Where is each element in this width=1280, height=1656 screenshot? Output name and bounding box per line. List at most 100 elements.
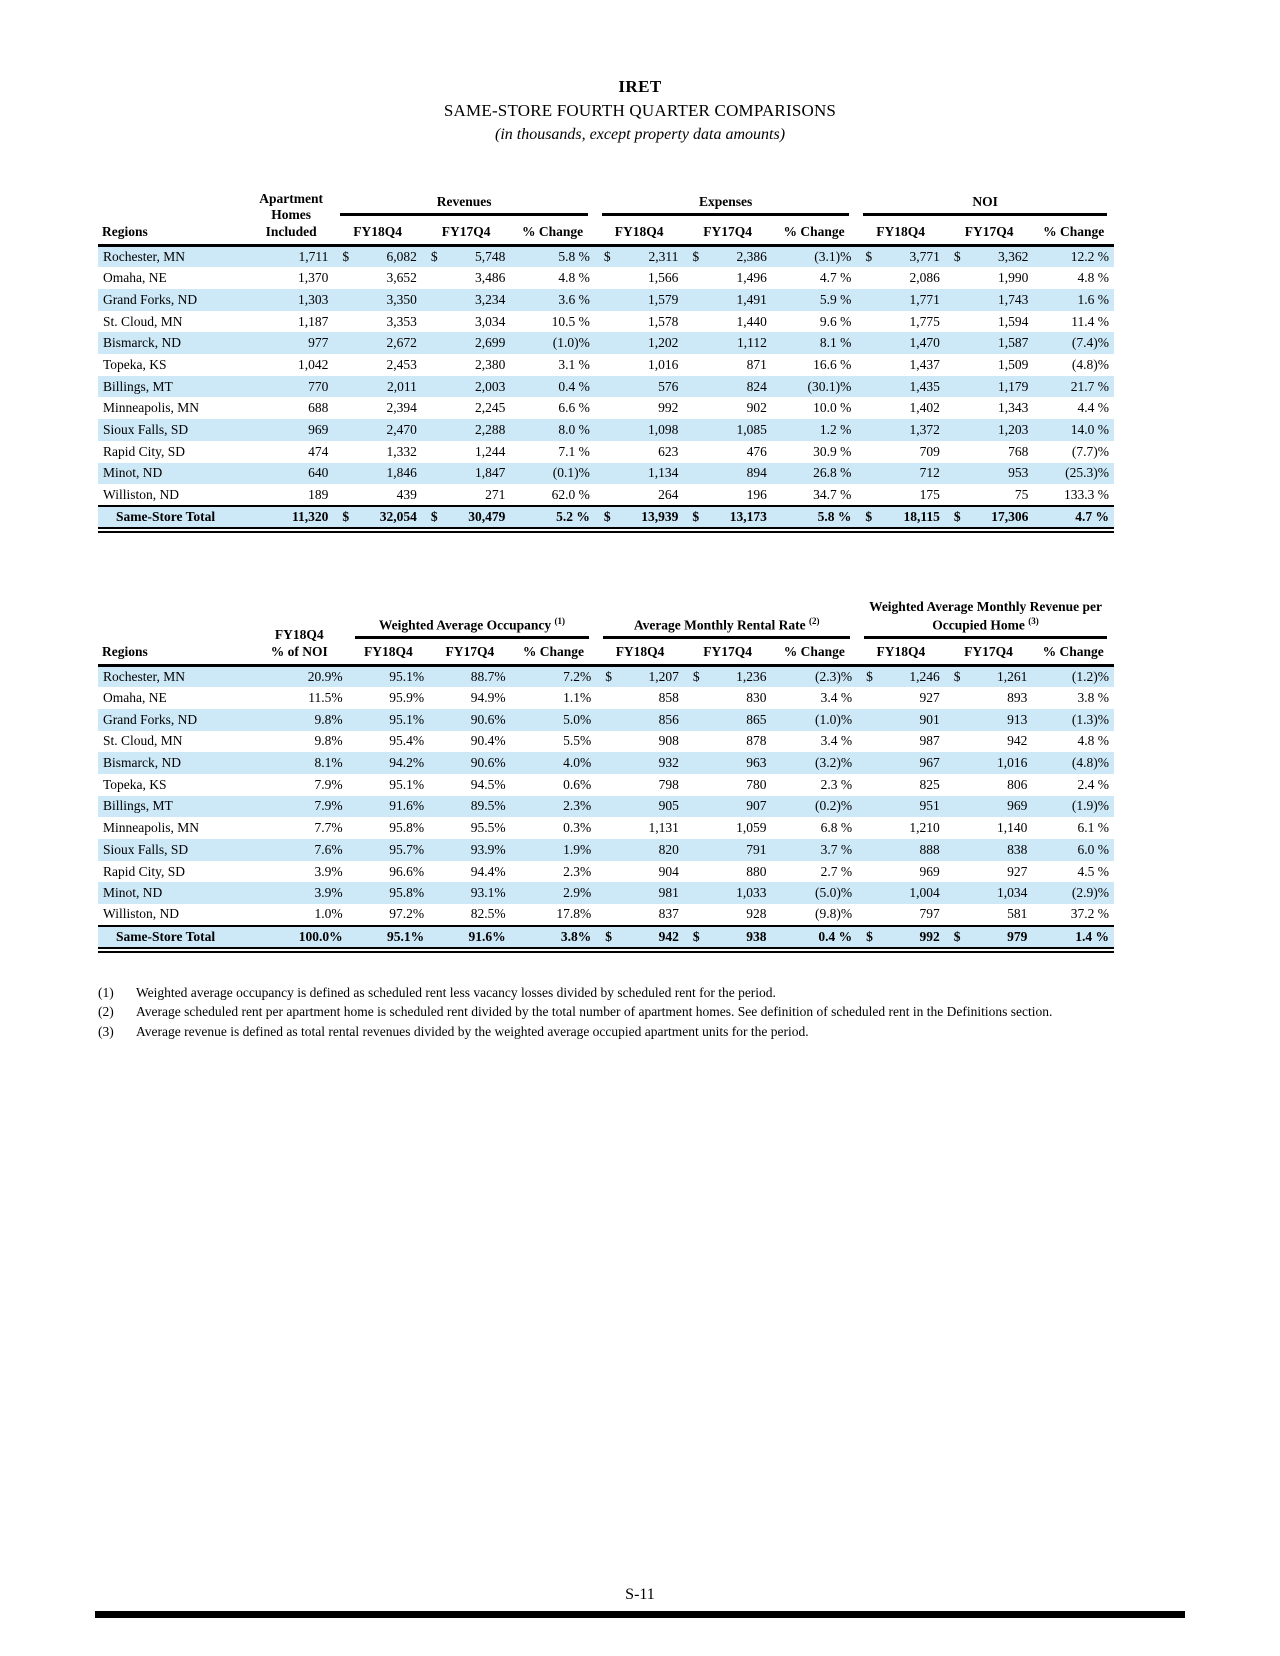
table-cell: 34.7 % (813, 486, 852, 502)
noi-group-header: NOI (856, 189, 1114, 220)
table-cell: 640 (308, 465, 329, 481)
table-cell: 62.0 % (551, 486, 590, 502)
table-cell: 824 (746, 378, 767, 394)
table-cell (856, 419, 882, 441)
table-cell: 2.4 % (1077, 776, 1110, 792)
footnote-1: (1) Weighted average occupancy is define… (98, 983, 1110, 1003)
table-cell: 175 (919, 486, 940, 502)
table-cell: 1,140 (996, 820, 1028, 836)
table-cell (856, 354, 882, 376)
table-cell: 1,372 (909, 421, 940, 437)
table-cell (683, 463, 709, 485)
table-cell: 1.1% (563, 690, 592, 706)
table-cell: 3,652 (386, 270, 417, 286)
table-cell: 4.7 % (1075, 508, 1109, 524)
table-cell: 6,082 (386, 249, 417, 265)
table-cell: 1,202 (647, 335, 679, 351)
table-cell: 1,775 (909, 313, 940, 329)
table-cell: 979 (1007, 928, 1028, 944)
table-cell: 10.5 % (551, 313, 590, 329)
table-cell: (1.9)% (1071, 798, 1109, 814)
table-cell (596, 882, 622, 904)
table-cell (945, 774, 971, 796)
table-cell: 100.0% (298, 928, 343, 944)
table-cell (684, 839, 710, 861)
table-cell: 1,303 (297, 291, 329, 307)
table-cell: 623 (658, 443, 679, 459)
expenses-fy17q4-header: FY17Q4 (703, 224, 752, 240)
table-cell: Billings, MT (103, 798, 173, 814)
table-cell (945, 731, 971, 753)
table-cell (683, 267, 709, 289)
table-cell (945, 882, 971, 904)
footnote-ref-1: (1) (554, 615, 566, 626)
table-cell: 3.9% (314, 863, 343, 879)
footnote-marker: (3) (98, 1023, 114, 1039)
table-cell: 13,173 (729, 508, 767, 524)
table-cell: 5.9 % (819, 291, 852, 307)
table-cell: St. Cloud, MN (103, 733, 183, 749)
table-cell: (0.2)% (814, 798, 853, 814)
table-cell: 904 (658, 863, 679, 879)
table-cell: (25.3)% (1065, 465, 1109, 481)
region-row: Williston, ND 189 439 271 62.0 % 264 196 34.7 %… (98, 484, 1114, 506)
table-cell: 0.4 % (558, 378, 590, 394)
region-row: Rochester, MN 1,711 $6,082 $5,748 5.8 % $2,31… (98, 245, 1114, 268)
revenues-fy17q4-header: FY17Q4 (441, 224, 491, 240)
table-cell (333, 376, 359, 398)
region-row: Rapid City, SD 3.9% 96.6% 94.4% 2.3% 904 880 2.… (98, 861, 1114, 883)
table-cell: (4.8)% (1071, 755, 1109, 771)
table-cell: 26.8 % (813, 465, 852, 481)
table-cell: 5.2 % (556, 508, 590, 524)
table-cell: 2.7 % (820, 863, 853, 879)
table-cell: 1,743 (997, 291, 1029, 307)
region-row: Sioux Falls, SD 969 2,470 2,288 8.0 % 1,098 1,… (98, 419, 1114, 441)
table-cell: 1,594 (997, 313, 1029, 329)
table-cell: 893 (1007, 690, 1028, 706)
revenue-fy17q4-header: FY17Q4 (964, 644, 1013, 660)
table-cell (856, 332, 882, 354)
table-cell: 1,034 (996, 885, 1028, 901)
table-cell: 95.7% (389, 841, 425, 857)
table-cell (945, 267, 971, 289)
table-cell: 93.9% (470, 841, 506, 857)
same-store-total-row: Same-Store Total 11,320 $32,054 $30,479 5.2 … (98, 505, 1114, 530)
table-cell (856, 376, 882, 398)
table-cell: 927 (1007, 863, 1028, 879)
region-row: Minot, ND 640 1,846 1,847 (0.1)% 1,134 894 26.8… (98, 462, 1114, 485)
table-cell: 2.3% (563, 798, 592, 814)
table-cell: 1,004 (909, 885, 940, 901)
table-cell: 7.9% (314, 776, 343, 792)
table-cell (422, 441, 448, 463)
table-cell (945, 441, 971, 463)
table-cell: 2.3 % (820, 776, 853, 792)
occupancy-pct-change-header: % Change (522, 644, 585, 660)
table-cell (857, 752, 883, 774)
table-cell: 2.9% (563, 885, 592, 901)
noi-pct-change-header: % Change (1043, 224, 1105, 240)
table-cell: 1,847 (474, 465, 506, 481)
table-cell (422, 376, 448, 398)
table-cell: 1,085 (736, 421, 767, 437)
table-cell (595, 441, 621, 463)
table-cell: 95.9% (389, 690, 425, 706)
revenue-fy18q4-header: FY18Q4 (876, 644, 926, 660)
table-cell: 992 (658, 400, 679, 416)
region-row: St. Cloud, MN 1,187 3,353 3,034 10.5 % 1,578 1… (98, 311, 1114, 333)
table-cell: 1,470 (909, 335, 940, 351)
table-cell: (2.9)% (1071, 885, 1109, 901)
table-cell: 942 (658, 928, 679, 944)
table-cell: $ (953, 508, 961, 524)
table-cell (683, 376, 709, 398)
table-cell (422, 397, 448, 419)
table-cell: 96.6% (389, 863, 425, 879)
table-cell: (7.7)% (1071, 443, 1109, 459)
table-cell: 133.3 % (1064, 486, 1109, 502)
table-cell: $ (430, 508, 438, 524)
region-row: Bismarck, ND 8.1% 94.2% 90.6% 4.0% 932 963 (3.2… (98, 752, 1114, 774)
table-cell (595, 311, 621, 333)
table-cell (596, 752, 622, 774)
table-cell (596, 904, 622, 926)
table-cell (856, 397, 882, 419)
table-cell: $ (953, 249, 961, 265)
